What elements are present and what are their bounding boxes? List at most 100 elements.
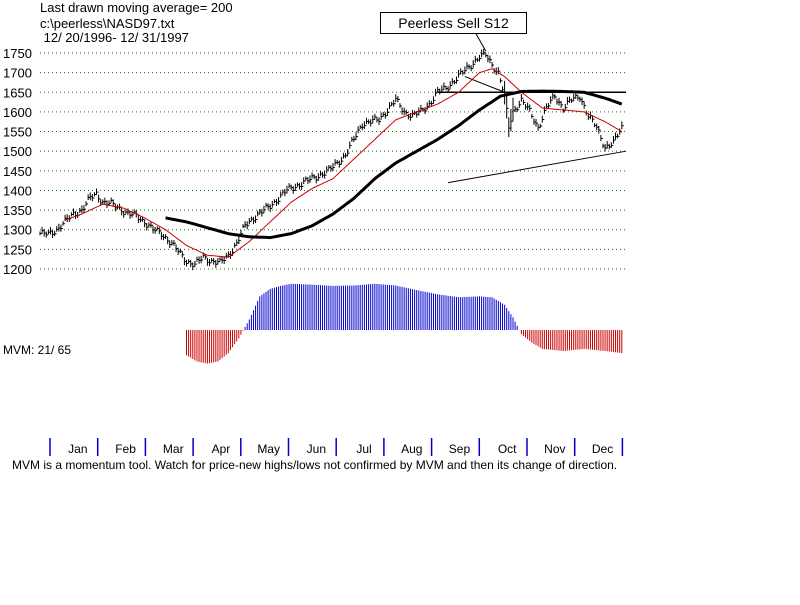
price-bar <box>173 240 176 246</box>
price-bar <box>617 133 620 139</box>
price-bar <box>286 185 289 194</box>
price-bar <box>562 108 566 113</box>
price-bar <box>374 113 377 120</box>
y-tick-label: 1250 <box>3 242 32 257</box>
price-bar <box>355 132 359 141</box>
price-bar <box>303 177 306 185</box>
price-bar <box>278 196 281 205</box>
price-bar <box>389 102 392 109</box>
price-bar <box>426 102 430 111</box>
price-bar <box>619 128 622 135</box>
price-bar <box>217 258 220 265</box>
y-tick-label: 1500 <box>3 144 32 159</box>
month-label: Mar <box>163 442 184 456</box>
price-bar <box>531 113 534 119</box>
month-label: Nov <box>544 442 565 456</box>
y-tick-label: 1400 <box>3 183 32 198</box>
price-bar <box>326 166 329 174</box>
price-bar <box>435 88 438 97</box>
price-bar <box>441 85 444 94</box>
price-bar <box>464 66 467 75</box>
price-bar <box>363 121 367 130</box>
signal-drop-line <box>464 76 505 93</box>
y-tick-label: 1350 <box>3 203 32 218</box>
mvm-label: MVM: 21/ 65 <box>3 343 72 357</box>
month-label: Feb <box>115 442 136 456</box>
price-bar <box>181 251 185 258</box>
y-tick-label: 1650 <box>3 85 32 100</box>
short-moving-average-line <box>64 68 623 258</box>
y-tick-label: 1450 <box>3 164 32 179</box>
price-bar <box>357 126 361 134</box>
price-bar <box>483 48 486 56</box>
price-bar <box>564 103 568 111</box>
grid-lines <box>40 52 626 270</box>
price-bar <box>324 170 327 179</box>
month-label: Jun <box>307 442 326 456</box>
price-bar <box>194 260 197 267</box>
price-bar <box>332 163 335 171</box>
price-bar <box>301 182 304 190</box>
price-bar <box>309 175 312 184</box>
price-bar <box>123 210 126 218</box>
price-bar <box>598 125 601 134</box>
price-bar <box>271 200 275 208</box>
month-label: May <box>257 442 280 456</box>
price-bars <box>39 48 624 271</box>
price-bar <box>372 115 375 123</box>
y-tick-label: 1600 <box>3 105 32 120</box>
price-bar <box>340 156 344 165</box>
price-bar <box>472 59 476 68</box>
price-bar <box>535 118 539 127</box>
price-bar <box>543 106 547 114</box>
price-bar <box>516 107 520 112</box>
long-moving-average-line <box>165 89 623 240</box>
price-bar <box>405 109 409 115</box>
y-tick-label: 1750 <box>3 46 32 61</box>
price-bar <box>560 100 564 109</box>
price-bar <box>424 107 428 115</box>
price-bar <box>45 231 49 238</box>
price-bar <box>378 117 382 125</box>
price-bar <box>529 104 532 112</box>
price-bar <box>499 78 503 83</box>
price-bar <box>234 242 237 248</box>
y-tick-label: 1200 <box>3 262 32 277</box>
price-bar <box>83 205 86 213</box>
price-bar <box>520 93 524 102</box>
price-bar <box>370 119 373 127</box>
price-bar <box>261 208 264 217</box>
price-bar <box>432 96 436 104</box>
file-path: c:\peerless\NASD97.txt <box>40 16 175 31</box>
price-bar <box>85 201 89 207</box>
price-bar <box>91 194 95 202</box>
mvm-histogram <box>186 283 623 364</box>
price-bar <box>612 135 616 144</box>
y-tick-label: 1300 <box>3 223 32 238</box>
price-bar <box>294 183 298 191</box>
price-bar <box>522 99 526 105</box>
y-tick-labels: 1750 1700 1650 1600 1550 1500 1450 1400 1350 1300… <box>3 46 32 277</box>
price-bar <box>280 191 283 198</box>
price-bar <box>447 86 451 93</box>
price-bar <box>150 221 153 228</box>
price-bar <box>479 54 482 62</box>
price-bar <box>98 194 101 203</box>
price-bar <box>592 115 595 123</box>
price-bar <box>386 108 390 116</box>
price-bar <box>246 221 250 230</box>
month-label: Aug <box>401 442 422 456</box>
price-bar <box>518 100 522 109</box>
month-axis: Jan Feb Mar Apr May Jun Jul Aug Sep Oct Nov Dec <box>49 438 624 456</box>
price-bar <box>238 236 241 245</box>
signal-label-box: Peerless Sell S12 <box>380 12 527 34</box>
month-label: Apr <box>212 442 231 456</box>
price-bar <box>600 134 603 142</box>
price-bar <box>506 95 509 119</box>
price-bar <box>232 248 235 256</box>
price-bar <box>393 99 396 107</box>
chart-info-line-1: Last drawn moving average= 200 <box>40 0 233 15</box>
month-label: Oct <box>498 442 517 456</box>
price-bar <box>96 188 99 196</box>
